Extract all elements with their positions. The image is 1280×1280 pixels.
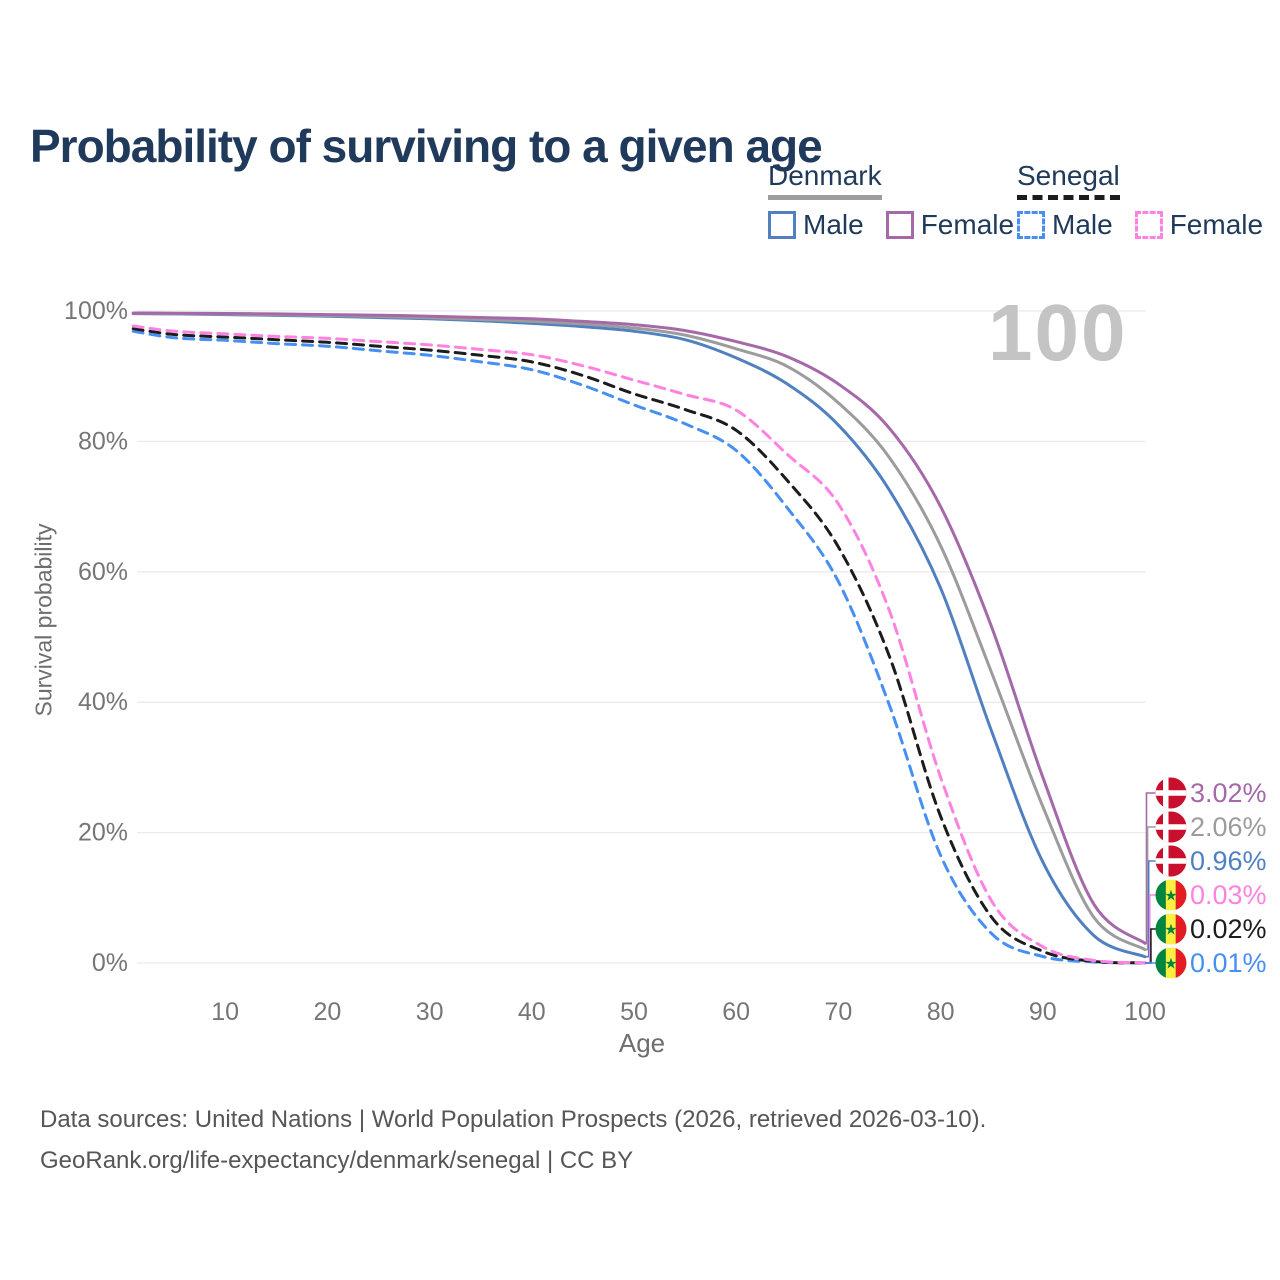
denmark-male-swatch-icon bbox=[768, 211, 796, 239]
senegal-flag-icon: ★ bbox=[1155, 879, 1187, 911]
legend-item-label: Male bbox=[803, 209, 864, 240]
x-tick-label: 30 bbox=[416, 998, 444, 1026]
page-title: Probability of surviving to a given age bbox=[30, 119, 823, 172]
legend-item-senegal-female[interactable]: Female bbox=[1134, 209, 1264, 241]
svg-text:★: ★ bbox=[1164, 888, 1177, 905]
legend-group-senegal: Senegal Male Female bbox=[1017, 160, 1263, 241]
y-tick-label: 40% bbox=[78, 688, 128, 716]
hovered-age-watermark: 100 bbox=[988, 288, 1128, 377]
end-label-connector bbox=[1145, 792, 1156, 945]
x-tick-label: 70 bbox=[824, 998, 852, 1026]
legend-item-senegal-male[interactable]: Male bbox=[1017, 209, 1113, 241]
denmark-flag-icon bbox=[1155, 845, 1187, 877]
survival-curve-senegal-female[interactable] bbox=[131, 324, 1147, 965]
x-axis-label: Age bbox=[618, 1028, 666, 1058]
denmark-female-swatch-icon bbox=[885, 211, 914, 239]
x-tick-label: 40 bbox=[518, 998, 546, 1026]
senegal-male-swatch-icon bbox=[1017, 211, 1045, 239]
x-tick-label: 20 bbox=[313, 998, 341, 1026]
senegal-female-swatch-icon bbox=[1134, 211, 1163, 239]
legend-item-denmark-male[interactable]: Male bbox=[768, 209, 864, 241]
survival-curve-denmark-female[interactable] bbox=[131, 311, 1147, 945]
legend-items-senegal: Male Female bbox=[1017, 209, 1263, 241]
x-tick-label: 10 bbox=[211, 998, 239, 1026]
survival-curve-senegal-total[interactable] bbox=[131, 327, 1147, 965]
end-value-label-denmark-total: 2.06% bbox=[1190, 812, 1267, 842]
x-tick-label: 80 bbox=[927, 998, 955, 1026]
end-value-label-senegal-total: 0.02% bbox=[1190, 914, 1267, 944]
y-tick-label: 100% bbox=[64, 297, 128, 325]
legend-heading-senegal: Senegal bbox=[1017, 160, 1120, 200]
footer-attribution: GeoRank.org/life-expectancy/denmark/sene… bbox=[40, 1147, 634, 1174]
x-tick-label: 90 bbox=[1029, 998, 1057, 1026]
legend-item-label: Female bbox=[920, 209, 1015, 240]
legend-item-label: Female bbox=[1169, 209, 1264, 240]
legend-item-denmark-female[interactable]: Female bbox=[885, 209, 1015, 241]
survival-curve-senegal-male[interactable] bbox=[131, 329, 1147, 965]
svg-text:★: ★ bbox=[1164, 922, 1177, 939]
y-tick-label: 0% bbox=[92, 949, 128, 977]
y-tick-label: 20% bbox=[78, 819, 128, 847]
end-value-label-senegal-female: 0.03% bbox=[1190, 880, 1267, 910]
denmark-flag-icon bbox=[1155, 777, 1187, 809]
denmark-flag-icon bbox=[1155, 811, 1187, 843]
end-label-connector bbox=[1145, 826, 1156, 951]
x-tick-label: 50 bbox=[620, 998, 648, 1026]
svg-text:★: ★ bbox=[1164, 956, 1177, 973]
legend-item-label: Male bbox=[1052, 209, 1113, 240]
x-tick-label: 100 bbox=[1124, 998, 1166, 1026]
legend-items-denmark: Male Female bbox=[768, 209, 1014, 241]
footer-data-sources: Data sources: United Nations | World Pop… bbox=[40, 1106, 987, 1133]
end-value-label-denmark-male: 0.96% bbox=[1190, 846, 1267, 876]
end-value-label-denmark-female: 3.02% bbox=[1190, 778, 1267, 808]
senegal-flag-icon: ★ bbox=[1155, 913, 1187, 945]
y-axis-label: Survival probability bbox=[30, 523, 57, 717]
y-tick-label: 60% bbox=[78, 558, 128, 586]
senegal-flag-icon: ★ bbox=[1155, 947, 1187, 979]
x-tick-label: 60 bbox=[722, 998, 750, 1026]
end-label-connector bbox=[1145, 860, 1156, 958]
legend-heading-denmark: Denmark bbox=[768, 160, 882, 200]
y-tick-label: 80% bbox=[78, 427, 128, 455]
end-value-label-senegal-male: 0.01% bbox=[1190, 948, 1267, 978]
legend-group-denmark: Denmark Male Female bbox=[768, 160, 1014, 241]
